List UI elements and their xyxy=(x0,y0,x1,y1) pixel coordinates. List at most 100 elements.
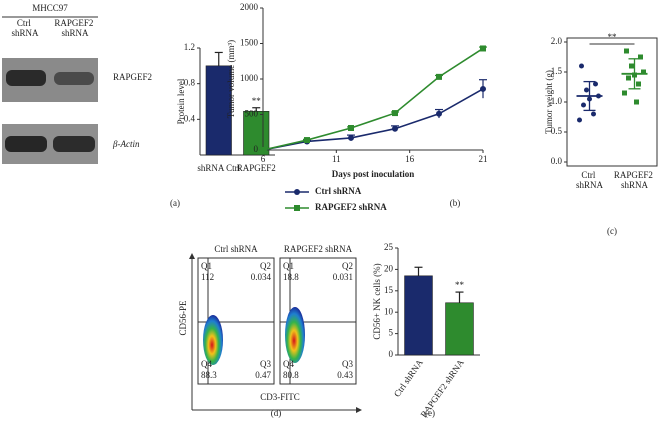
point xyxy=(577,117,582,123)
flow-title: RAPGEF2 shRNA xyxy=(284,244,353,254)
y-axis-label: Tumor volume (mm³) xyxy=(226,40,236,118)
flow-plot: RAPGEF2 shRNA Q1 18.8 Q2 0.031 Q3 0.43 Q… xyxy=(279,244,357,385)
line xyxy=(262,88,484,151)
quadrant: Q1 xyxy=(201,261,212,271)
point xyxy=(591,111,596,117)
quadrant-value: 18.8 xyxy=(283,272,299,282)
quadrant-value: 80.8 xyxy=(283,370,299,380)
legend-label: Ctrl shRNA xyxy=(315,186,362,196)
marker xyxy=(304,137,310,144)
y-tick-label: 0.5 xyxy=(551,126,563,136)
annotation: ** xyxy=(608,32,618,42)
point xyxy=(626,75,631,81)
y-tick-label: 2000 xyxy=(240,2,259,12)
quadrant: Q4 xyxy=(283,359,294,369)
point xyxy=(622,90,627,96)
panel-label: (a) xyxy=(170,198,180,208)
y-tick-label: 2.0 xyxy=(551,36,563,46)
quadrant-value: 0.031 xyxy=(333,272,353,282)
panel-label: (c) xyxy=(607,226,617,236)
lane-label: Ctrl shRNA xyxy=(11,18,39,38)
quadrant: Q2 xyxy=(260,261,271,271)
point xyxy=(593,81,598,87)
y-tick-label: 0.8 xyxy=(184,78,196,88)
marker xyxy=(348,134,354,141)
panel-label: (e) xyxy=(425,408,435,418)
marker xyxy=(348,124,354,131)
y-tick-label: 0 xyxy=(389,349,394,359)
y-tick-label: 1500 xyxy=(240,38,259,48)
x-tick-label: 21 xyxy=(479,154,488,164)
marker xyxy=(480,45,486,52)
marker xyxy=(392,125,398,132)
y-tick-label: 0.4 xyxy=(184,113,196,123)
flow-cytometry: CD56-PE CD3-FITC Ctrl shRNA Q1 112 Q2 0.… xyxy=(178,244,362,413)
flow-plot: Ctrl shRNA Q1 112 Q2 0.034 Q3 0.47 Q4 88… xyxy=(197,244,275,385)
y-tick-label: 1.2 xyxy=(184,42,195,52)
point xyxy=(624,48,629,54)
bar xyxy=(205,65,232,156)
quadrant-value: 0.43 xyxy=(337,370,353,380)
protein-label: β-Actin xyxy=(112,139,140,149)
bar xyxy=(404,275,433,356)
point xyxy=(579,63,584,69)
y-tick-label: 0.0 xyxy=(551,156,563,166)
western-blot: MHCC97 Ctrl shRNA RAPGEF2 shRNA RAPGEF2 … xyxy=(2,3,152,164)
point xyxy=(636,81,641,87)
y-tick-label: 5 xyxy=(389,328,394,338)
point xyxy=(638,54,643,60)
y-tick-label: 20 xyxy=(384,263,394,273)
quadrant-value: 88.3 xyxy=(201,370,217,380)
x-tick-label: RAPGEF2 shRNA xyxy=(418,357,466,419)
point xyxy=(634,99,639,105)
quadrant: Q2 xyxy=(342,261,353,271)
cell-line: MHCC97 xyxy=(32,3,68,13)
marker xyxy=(436,110,442,117)
legend-marker xyxy=(294,189,300,195)
y-axis-label: Protein level xyxy=(176,78,186,124)
lane-label: RAPGEF2 shRNA xyxy=(54,18,95,38)
y-tick-label: 500 xyxy=(245,109,259,119)
legend-marker xyxy=(294,205,300,211)
quadrant: Q3 xyxy=(260,359,271,369)
y-axis-label: Tumor weight (g) xyxy=(544,70,554,134)
y-tick-label: 0 xyxy=(254,144,259,154)
point xyxy=(581,102,586,108)
annotation: ** xyxy=(252,96,262,106)
point xyxy=(629,63,634,69)
y-tick-label: 1000 xyxy=(240,73,259,83)
y-axis-label: CD56+ NK cells (%) xyxy=(372,263,382,339)
x-axis-label: Days post inoculation xyxy=(332,169,415,179)
y-tick-label: 10 xyxy=(384,306,394,316)
quadrant: Q1 xyxy=(283,261,294,271)
bar xyxy=(445,302,474,356)
x-tick-label: Ctrl shRNA xyxy=(392,357,425,399)
plot-frame xyxy=(566,37,658,167)
panel-label: (d) xyxy=(271,408,282,418)
marker xyxy=(436,73,442,80)
x-tick-label: Ctrl shRNA xyxy=(576,170,604,190)
quadrant-value: 0.47 xyxy=(255,370,271,380)
flow-title: Ctrl shRNA xyxy=(214,244,258,254)
quadrant-value: 0.034 xyxy=(251,272,272,282)
marker xyxy=(392,110,398,117)
point xyxy=(641,69,646,75)
x-tick-label: RAPGEF2 xyxy=(237,163,276,173)
line xyxy=(262,47,484,151)
y-tick-label: 15 xyxy=(384,285,394,295)
x-tick-label: 16 xyxy=(405,154,415,164)
quadrant: Q3 xyxy=(342,359,353,369)
panel-label: (b) xyxy=(450,198,461,208)
quadrant-value: 112 xyxy=(201,272,214,282)
y-tick-label: 1.0 xyxy=(551,96,563,106)
annotation: ** xyxy=(455,280,465,290)
point xyxy=(584,87,589,93)
flow-y-label: CD56-PE xyxy=(178,300,188,336)
marker xyxy=(260,147,266,153)
marker xyxy=(480,85,486,92)
y-tick-label: 25 xyxy=(384,242,394,252)
x-tick-label: 11 xyxy=(332,154,341,164)
x-tick-label: shRNA Ctrl xyxy=(197,163,240,173)
x-tick-label: RAPGEF2 shRNA xyxy=(614,170,655,190)
